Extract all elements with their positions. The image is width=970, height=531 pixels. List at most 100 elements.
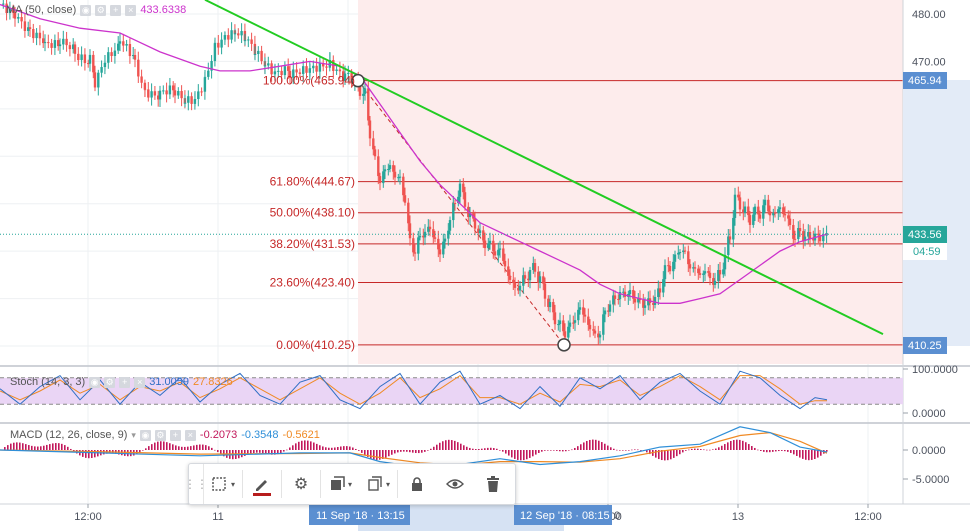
candle-body: [237, 33, 240, 36]
chevron-down-icon[interactable]: ▾: [131, 429, 136, 440]
close-icon[interactable]: ×: [125, 4, 137, 16]
delete-button[interactable]: [474, 464, 512, 504]
candle-body: [143, 89, 147, 91]
macd-hist-bar: [478, 448, 480, 450]
candle-body: [190, 96, 193, 104]
candle-body: [240, 31, 243, 36]
candle-body: [203, 76, 207, 78]
macd-hist-bar: [148, 446, 150, 450]
macd-hist-bar: [778, 450, 780, 452]
candle-body: [263, 65, 267, 67]
macd-hist-bar: [568, 450, 570, 451]
candle-body: [147, 89, 150, 98]
lock-button[interactable]: [398, 464, 436, 504]
macd-hist-bar: [25, 444, 27, 450]
candle-body: [8, 7, 12, 14]
macd-hist-bar: [547, 450, 549, 451]
candle-body: [35, 32, 38, 39]
candle-body: [292, 69, 295, 78]
candle-body: [818, 235, 822, 242]
macd-hist-bar: [67, 446, 69, 450]
ma-line: [0, 3, 828, 304]
drawing-toolbar[interactable]: ⋮⋮ ▾ ⚙ ▾ ▾: [184, 463, 516, 505]
candle-body: [387, 168, 390, 170]
candle-body: [382, 171, 385, 184]
candle-body: [223, 35, 227, 37]
macd-hist-bar: [640, 450, 642, 451]
legend-stoch[interactable]: Stoch (14, 3, 3) ◉ ⚙ + × 31.0059 27.8326: [10, 376, 233, 388]
candle-body: [103, 62, 107, 64]
clone-button[interactable]: ▾: [359, 464, 397, 504]
plus-icon[interactable]: +: [119, 376, 131, 388]
candle-body: [338, 69, 342, 72]
badge-low: [903, 337, 947, 354]
trash-icon: [487, 476, 499, 492]
candle-body: [712, 278, 715, 285]
sub-tick-label: 100.0000: [912, 364, 958, 376]
settings-button[interactable]: ⚙: [282, 464, 320, 504]
candle-body: [808, 231, 812, 239]
fib-anchor-bottom[interactable]: [557, 338, 571, 352]
macd-hist-bar: [145, 448, 147, 450]
candle-body: [65, 38, 68, 46]
macd-hist-bar: [430, 448, 432, 450]
candle-body: [12, 7, 15, 13]
plus-icon[interactable]: +: [169, 429, 181, 441]
macd-hist-bar: [370, 450, 372, 459]
candle-body: [703, 271, 707, 274]
eye-icon[interactable]: ◉: [89, 376, 101, 388]
candle-body: [723, 254, 727, 270]
layers-button[interactable]: ▾: [321, 464, 359, 504]
macd-hist-bar: [604, 443, 606, 450]
trend-line[interactable]: [204, 0, 884, 336]
candle-body: [392, 165, 395, 172]
plus-icon[interactable]: +: [110, 4, 122, 16]
time-tick-label: 12:00: [854, 511, 882, 523]
legend-stoch-study[interactable]: Stoch (14, 3, 3): [10, 376, 86, 388]
eye-icon[interactable]: ◉: [80, 4, 92, 16]
fib-level-label: 23.60%(423.40): [270, 275, 355, 289]
macd-hist-bar: [592, 439, 594, 450]
macd-hist-bar: [511, 450, 513, 458]
legend-main[interactable]: MA (50, close) ◉ ⚙ + × 433.6338: [6, 4, 186, 16]
settings-icon[interactable]: ⚙: [154, 429, 166, 441]
candle-body: [173, 90, 177, 96]
macd-hist-bar: [769, 450, 771, 453]
candle-body: [613, 295, 617, 299]
macd-hist-bar: [535, 450, 537, 455]
candle-body: [502, 248, 505, 261]
candle-body: [657, 288, 660, 297]
legend-main-study[interactable]: MA (50, close): [6, 4, 77, 16]
macd-hist-bar: [319, 445, 321, 450]
visibility-button[interactable]: [436, 464, 474, 504]
macd-hist-bar: [664, 450, 666, 461]
brush-tool-button[interactable]: [243, 464, 281, 504]
fib-anchor-top[interactable]: [351, 73, 365, 88]
time-badge-end: [514, 505, 612, 525]
settings-icon[interactable]: ⚙: [104, 376, 116, 388]
drag-handle-icon[interactable]: ⋮⋮: [184, 464, 208, 504]
candle-body: [442, 241, 445, 255]
close-icon[interactable]: ×: [134, 376, 146, 388]
candle-body: [187, 96, 190, 103]
macd-hist-bar: [313, 442, 315, 450]
candle-body: [412, 238, 415, 253]
frame-tool-button[interactable]: ▾: [204, 464, 242, 504]
close-icon[interactable]: ×: [184, 429, 196, 441]
macd-hist-bar: [436, 444, 438, 450]
settings-icon[interactable]: ⚙: [95, 4, 107, 16]
candle-body: [452, 203, 455, 221]
candle-body: [93, 72, 97, 88]
legend-macd[interactable]: MACD (12, 26, close, 9) ▾ ◉ ⚙ + × -0.207…: [10, 429, 320, 441]
candle-body: [603, 310, 607, 315]
candle-body: [457, 196, 460, 204]
macd-hist-bar: [304, 440, 306, 450]
toolbar-divider: [281, 470, 282, 498]
price-tick-label: 470.00: [912, 56, 946, 68]
macd-hist-bar: [142, 450, 144, 451]
eye-icon[interactable]: ◉: [139, 429, 151, 441]
legend-macd-study[interactable]: MACD (12, 26, close, 9): [10, 429, 128, 441]
candle-body: [388, 165, 392, 169]
